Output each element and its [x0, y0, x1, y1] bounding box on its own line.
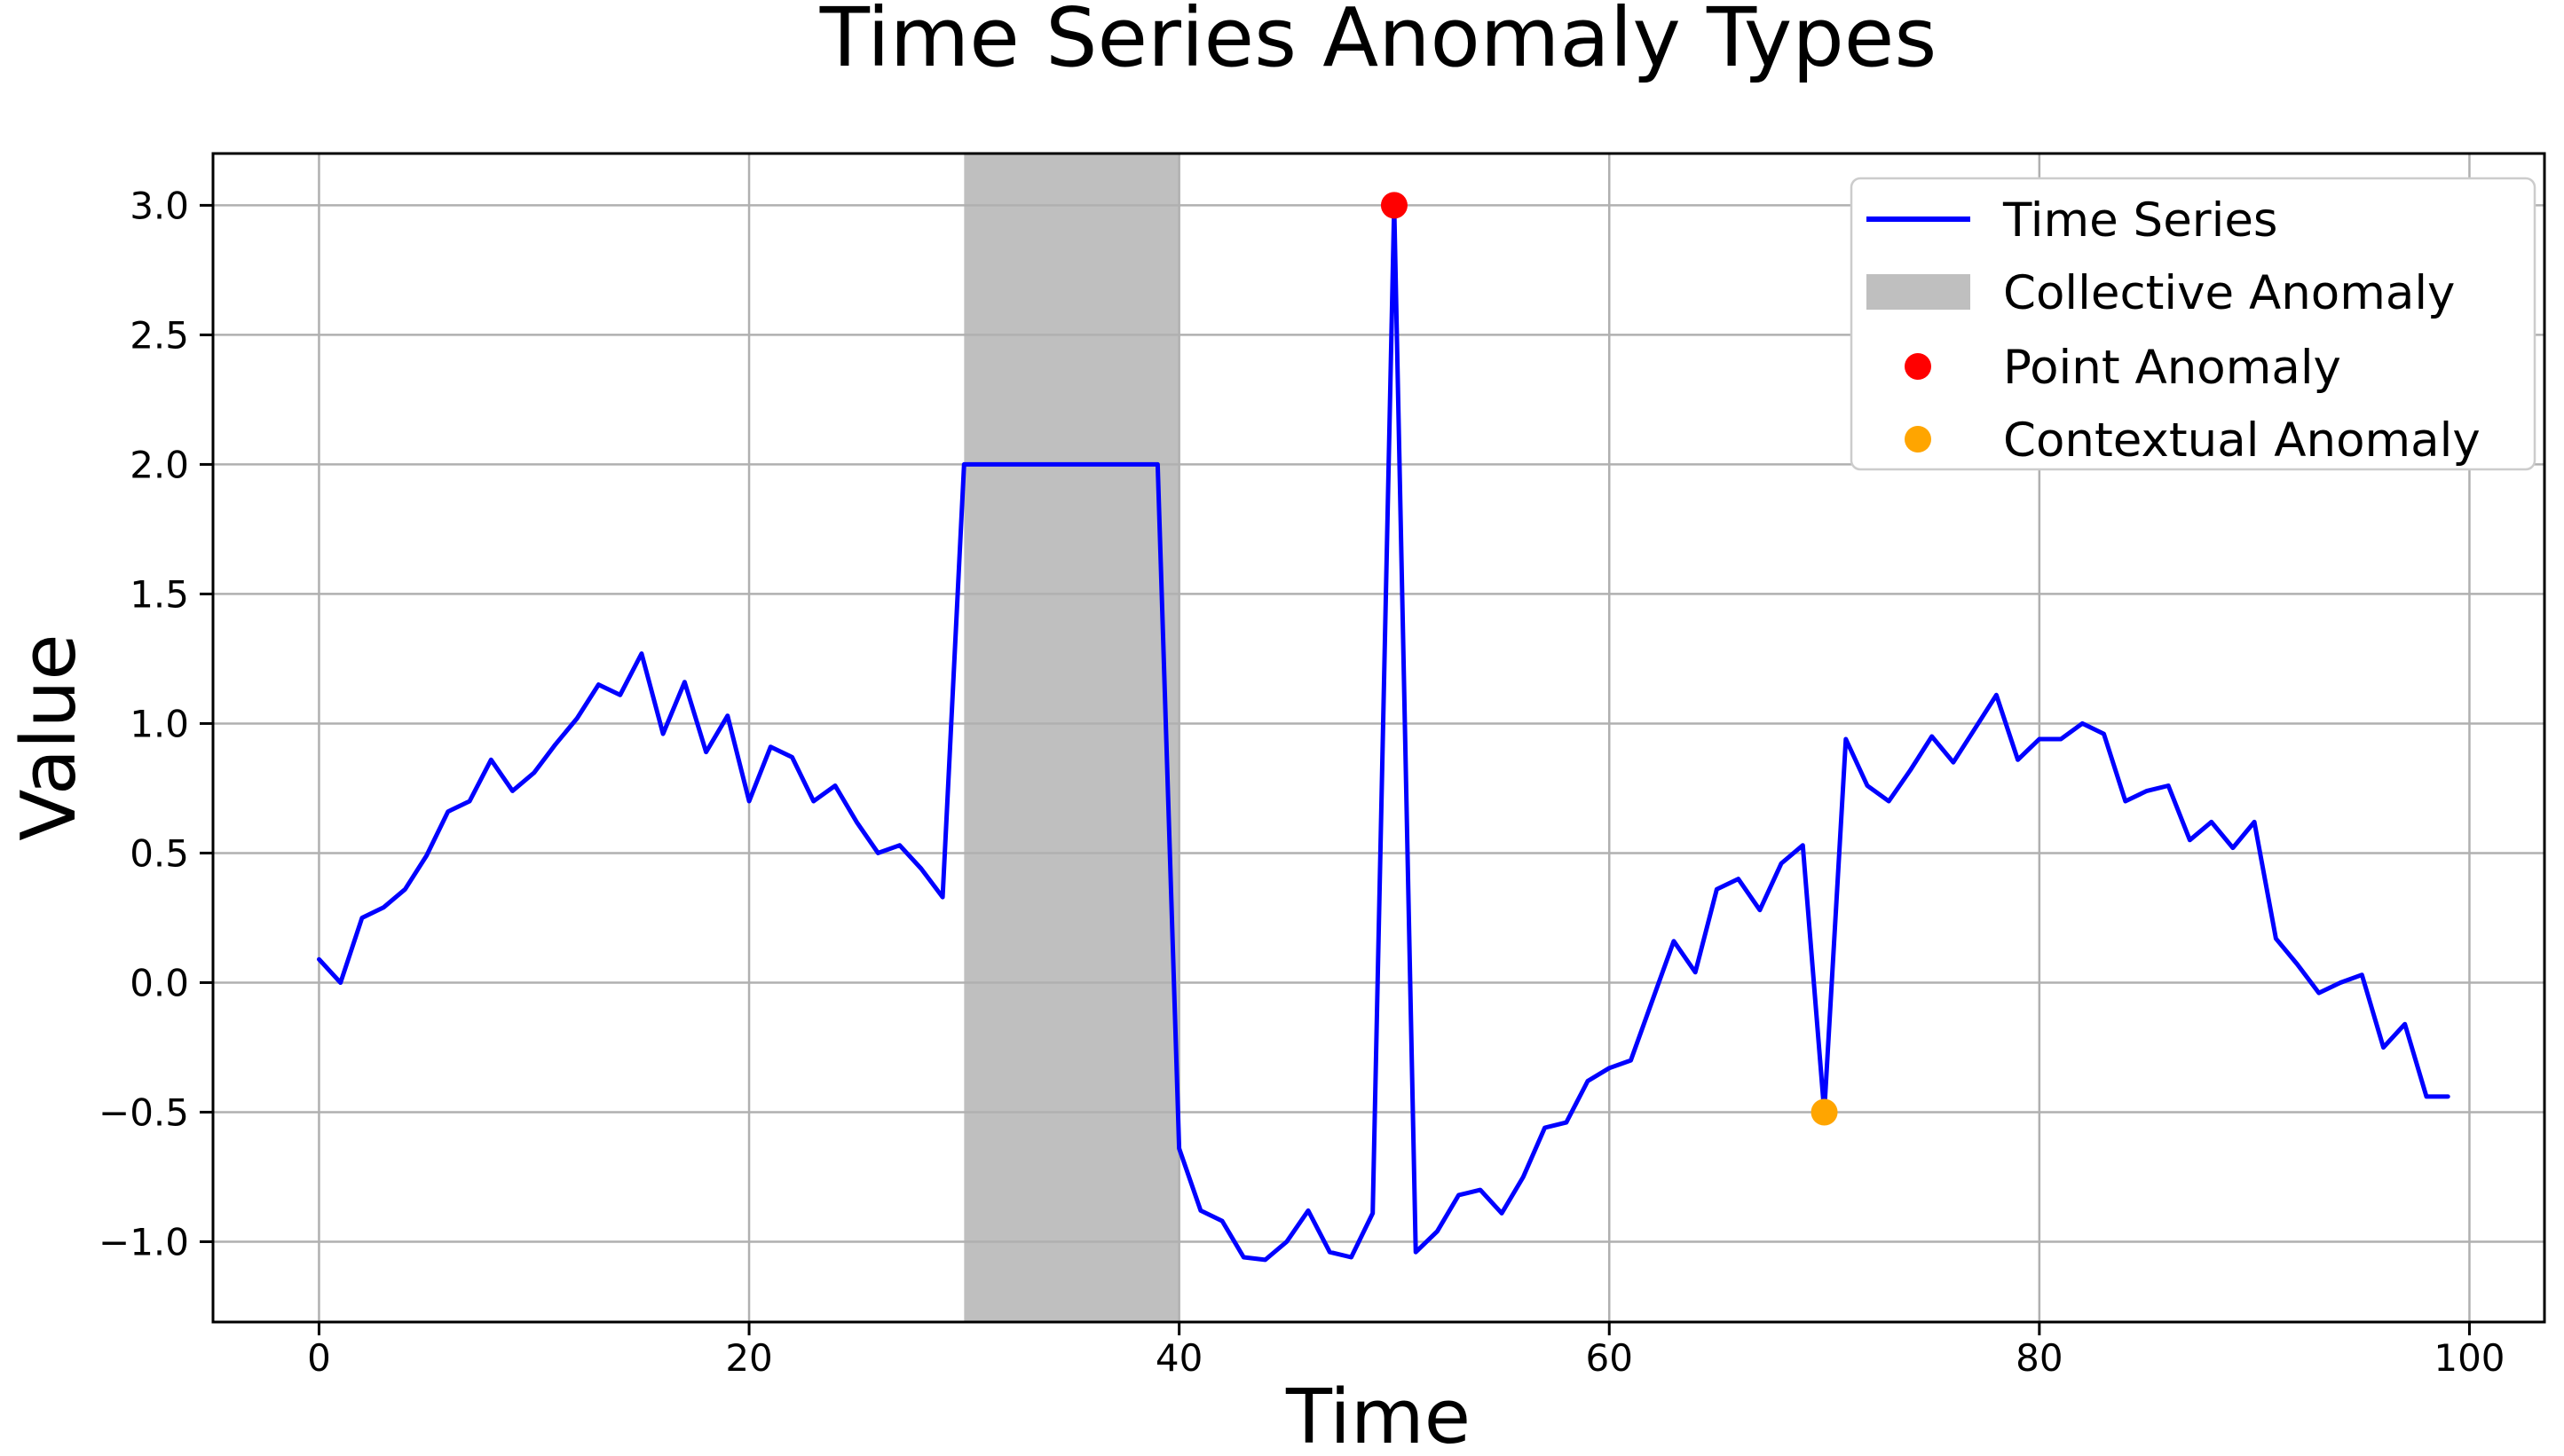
point-anomaly-marker: [1380, 192, 1408, 219]
x-tick-label-60: 60: [1586, 1336, 1633, 1380]
legend-patch-swatch: [1866, 274, 1970, 310]
x-axis-label: Time: [1285, 1373, 1471, 1456]
legend-item-label: Time Series: [2002, 193, 2278, 248]
y-tick-label-0.5: 0.5: [130, 831, 189, 875]
x-tick-label-80: 80: [2016, 1336, 2063, 1380]
x-tick-label-20: 20: [725, 1336, 772, 1380]
plot-frame: [211, 152, 2546, 1324]
time-series-line: [317, 202, 2450, 1263]
legend-item-label: Contextual Anomaly: [2003, 413, 2481, 468]
x-tick-label-0: 0: [307, 1336, 331, 1380]
y-tick-label-3: 3.0: [130, 184, 189, 227]
y-tick-label-0: 0.0: [130, 961, 189, 1004]
y-axis-label: Value: [5, 634, 93, 840]
y-tick-label--1: −1.0: [99, 1220, 189, 1263]
legend-item-label: Collective Anomaly: [2003, 266, 2455, 320]
y-tick-label-1: 1.0: [130, 702, 189, 745]
legend-dot-swatch-point: [1905, 353, 1931, 380]
y-tick-label-2: 2.0: [130, 443, 189, 486]
legend-item-label: Point Anomaly: [2003, 341, 2341, 395]
legend-box: [1850, 177, 2536, 471]
y-tick-label-1.5: 1.5: [130, 572, 189, 616]
x-tick-label-100: 100: [2434, 1336, 2505, 1380]
y-tick-label--0.5: −0.5: [99, 1090, 189, 1134]
y-tick-label-2.5: 2.5: [130, 313, 189, 357]
legend-dot-swatch-contextual: [1905, 426, 1931, 453]
collective-anomaly-band: [964, 153, 1179, 1322]
chart-title: Time Series Anomaly Types: [819, 0, 1937, 85]
x-tick-label-40: 40: [1156, 1336, 1203, 1380]
contextual-anomaly-marker: [1811, 1098, 1838, 1126]
